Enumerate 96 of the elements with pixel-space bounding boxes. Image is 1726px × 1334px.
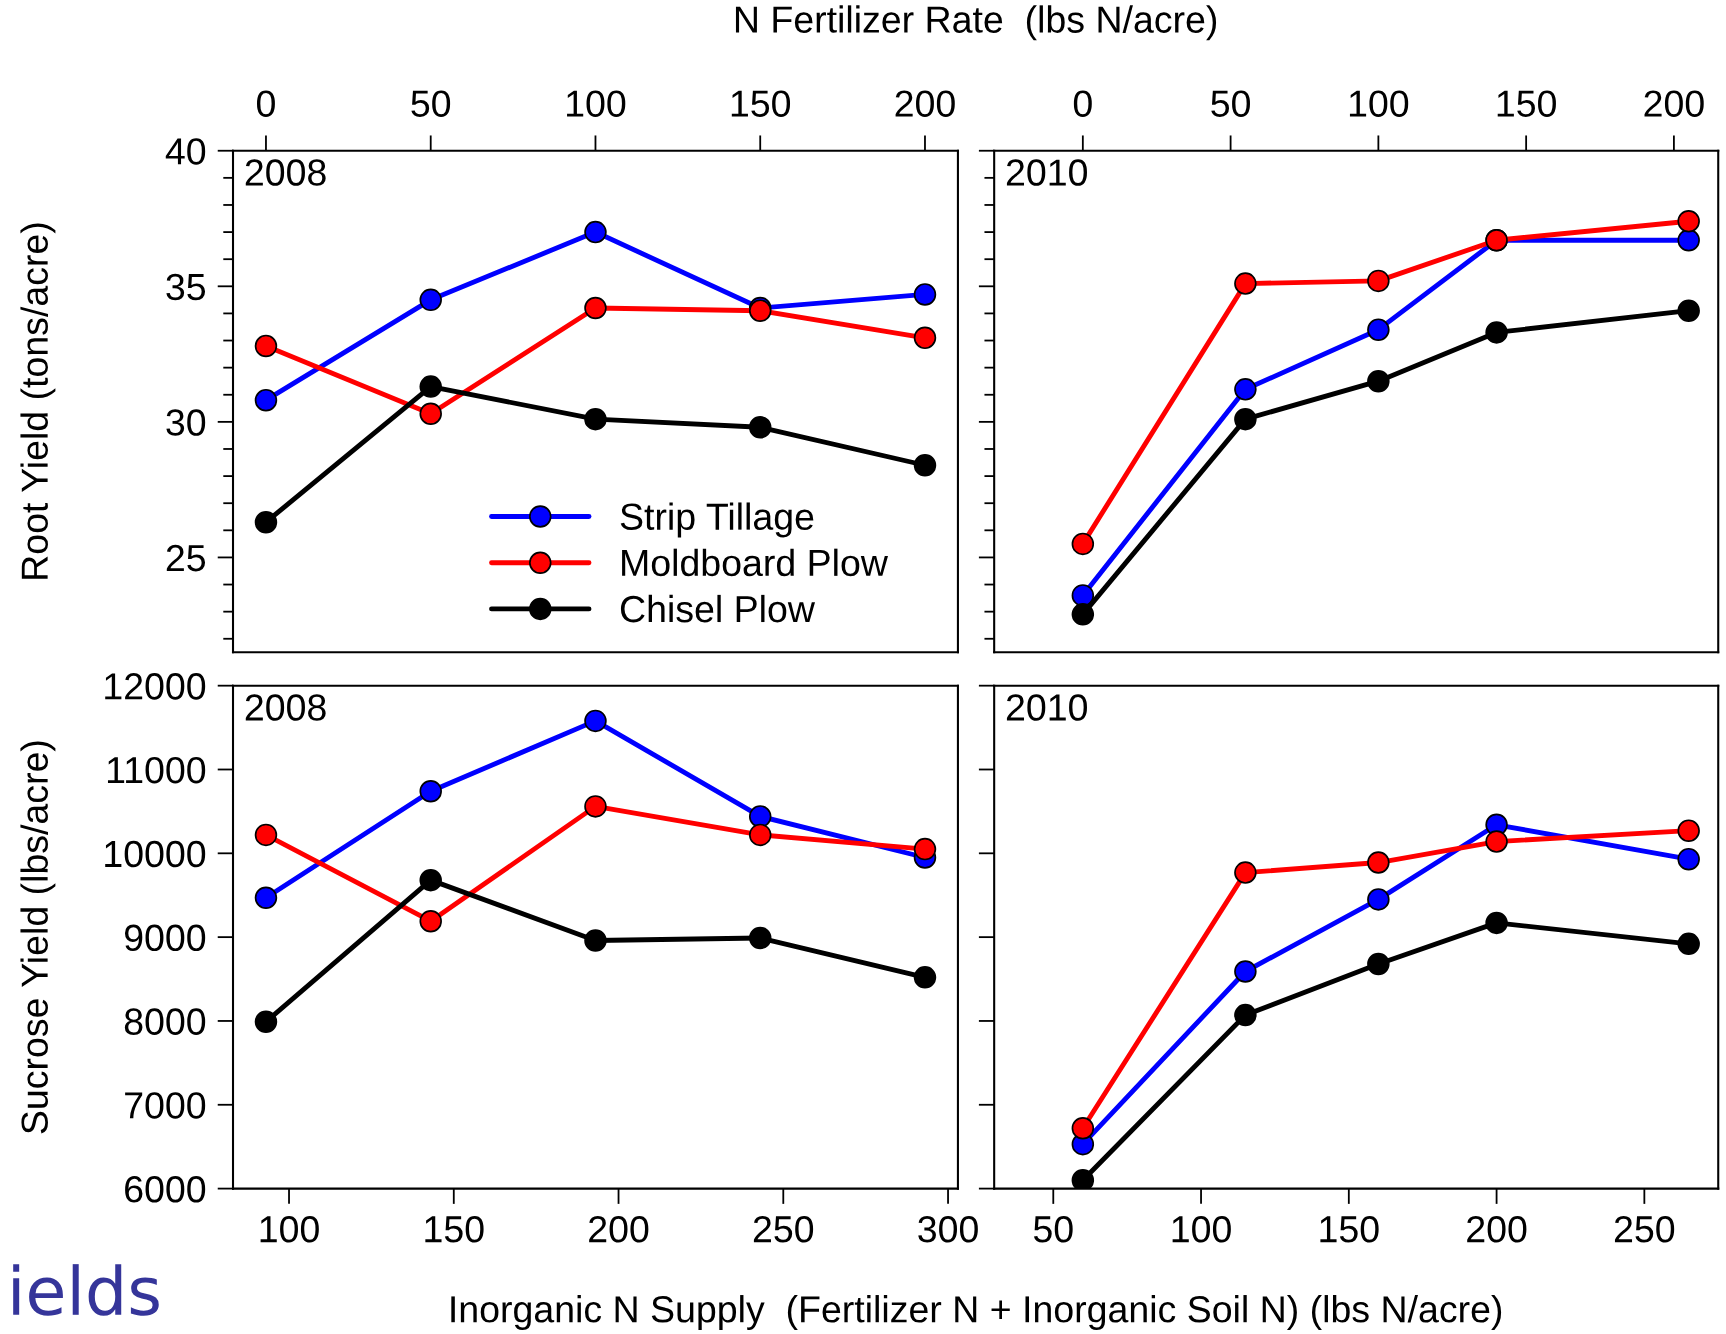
point bbox=[419, 868, 442, 892]
point bbox=[419, 780, 442, 803]
point bbox=[1677, 847, 1700, 871]
point bbox=[254, 886, 278, 909]
point bbox=[584, 407, 607, 431]
point bbox=[1485, 321, 1508, 344]
y-tick-label: 9000 bbox=[124, 924, 206, 952]
x-axis-title: Inorganic N Supply (Fertilizer N + Inorganic Soil N) (lbs N/acre) bbox=[451, 1295, 1502, 1330]
point bbox=[913, 453, 937, 477]
point bbox=[1234, 861, 1257, 884]
x-tick-label: 200 bbox=[895, 90, 955, 117]
point bbox=[1367, 269, 1390, 293]
point bbox=[254, 388, 278, 412]
point bbox=[584, 220, 607, 244]
x-tick-label: 250 bbox=[753, 1215, 814, 1243]
x-tick-label: 50 bbox=[1033, 1215, 1073, 1243]
x-tick-label: 100 bbox=[260, 1215, 319, 1243]
x-tick-label: 200 bbox=[1467, 1215, 1527, 1243]
point bbox=[748, 926, 772, 950]
point bbox=[913, 283, 937, 306]
point bbox=[748, 823, 772, 847]
x-tick-label: 250 bbox=[1614, 1215, 1675, 1243]
x-tick-label: 100 bbox=[1172, 1215, 1231, 1243]
legend-label: Chisel Plow bbox=[620, 594, 816, 623]
x-tick-label: 200 bbox=[589, 1215, 649, 1243]
point bbox=[254, 823, 278, 847]
point bbox=[1367, 318, 1390, 341]
legend-label: Strip Tillage bbox=[620, 502, 814, 538]
point bbox=[1071, 603, 1095, 626]
point bbox=[419, 909, 442, 933]
point bbox=[1485, 911, 1508, 935]
legend-label: Moldboard Plow bbox=[622, 548, 889, 577]
x-tick-label: 300 bbox=[918, 1215, 978, 1243]
y-tick-label: 25 bbox=[166, 544, 206, 572]
point bbox=[1071, 584, 1095, 607]
point bbox=[913, 966, 937, 989]
point bbox=[584, 929, 607, 952]
point bbox=[254, 334, 278, 358]
y-tick-label: 6000 bbox=[125, 1176, 206, 1203]
point bbox=[1234, 407, 1257, 431]
x-tick-label: 0 bbox=[1073, 90, 1092, 117]
y-tick-label: 8000 bbox=[124, 1008, 206, 1035]
annotation: 2008 bbox=[245, 159, 326, 186]
annotation: 2008 bbox=[245, 694, 326, 721]
annotation: 2010 bbox=[1006, 159, 1087, 186]
y-tick-label: 10000 bbox=[105, 840, 206, 868]
x-tick-label: 50 bbox=[411, 90, 451, 117]
point bbox=[748, 416, 772, 439]
x-tick-label: 100 bbox=[567, 90, 626, 117]
point bbox=[1677, 932, 1700, 956]
point bbox=[1071, 1116, 1095, 1140]
point bbox=[1234, 378, 1257, 401]
point bbox=[419, 288, 442, 312]
x-tick-label: 150 bbox=[425, 1215, 484, 1243]
point bbox=[584, 296, 607, 320]
point bbox=[913, 326, 937, 350]
point bbox=[913, 837, 937, 861]
annotation: 2010 bbox=[1006, 694, 1087, 721]
x-tick-label: 150 bbox=[1320, 1215, 1379, 1243]
point bbox=[1367, 369, 1390, 393]
y-axis-title: Root Yield (tons/acre) bbox=[20, 223, 56, 579]
point bbox=[254, 510, 278, 534]
x-tick-label: 150 bbox=[1497, 90, 1556, 117]
text: ields bbox=[13, 1264, 159, 1316]
point bbox=[1367, 851, 1390, 874]
point bbox=[1367, 952, 1390, 976]
point bbox=[748, 805, 772, 828]
point bbox=[1677, 299, 1700, 322]
point bbox=[1234, 272, 1257, 295]
y-tick-label: 40 bbox=[165, 138, 206, 165]
y-tick-label: 30 bbox=[166, 409, 206, 436]
x-tick-label: 100 bbox=[1349, 90, 1409, 117]
point bbox=[1677, 209, 1700, 233]
point bbox=[584, 709, 607, 733]
point bbox=[584, 795, 607, 818]
point bbox=[1071, 1168, 1095, 1189]
point bbox=[1234, 1003, 1257, 1027]
y-axis-title: Sucrose Yield (lbs/acre) bbox=[20, 741, 56, 1134]
point bbox=[1677, 228, 1700, 252]
point bbox=[1234, 960, 1257, 983]
y-tick-label: 7000 bbox=[125, 1092, 206, 1119]
x-tick-label: 0 bbox=[257, 90, 275, 117]
point bbox=[1677, 819, 1700, 842]
point bbox=[1367, 888, 1390, 911]
x-tick-label: 150 bbox=[731, 90, 791, 117]
y-tick-label: 35 bbox=[166, 273, 206, 301]
x-tick-label: 50 bbox=[1211, 90, 1250, 117]
point bbox=[254, 1010, 278, 1034]
y-tick-label: 12000 bbox=[105, 673, 206, 700]
point bbox=[1485, 830, 1508, 853]
y-tick-label: 11000 bbox=[107, 756, 206, 784]
point bbox=[419, 402, 442, 425]
point bbox=[1071, 532, 1095, 556]
point bbox=[419, 375, 442, 398]
x-tick-label: 200 bbox=[1644, 90, 1704, 117]
x-axis-title: N Fertilizer Rate (lbs N/acre) bbox=[735, 5, 1217, 41]
